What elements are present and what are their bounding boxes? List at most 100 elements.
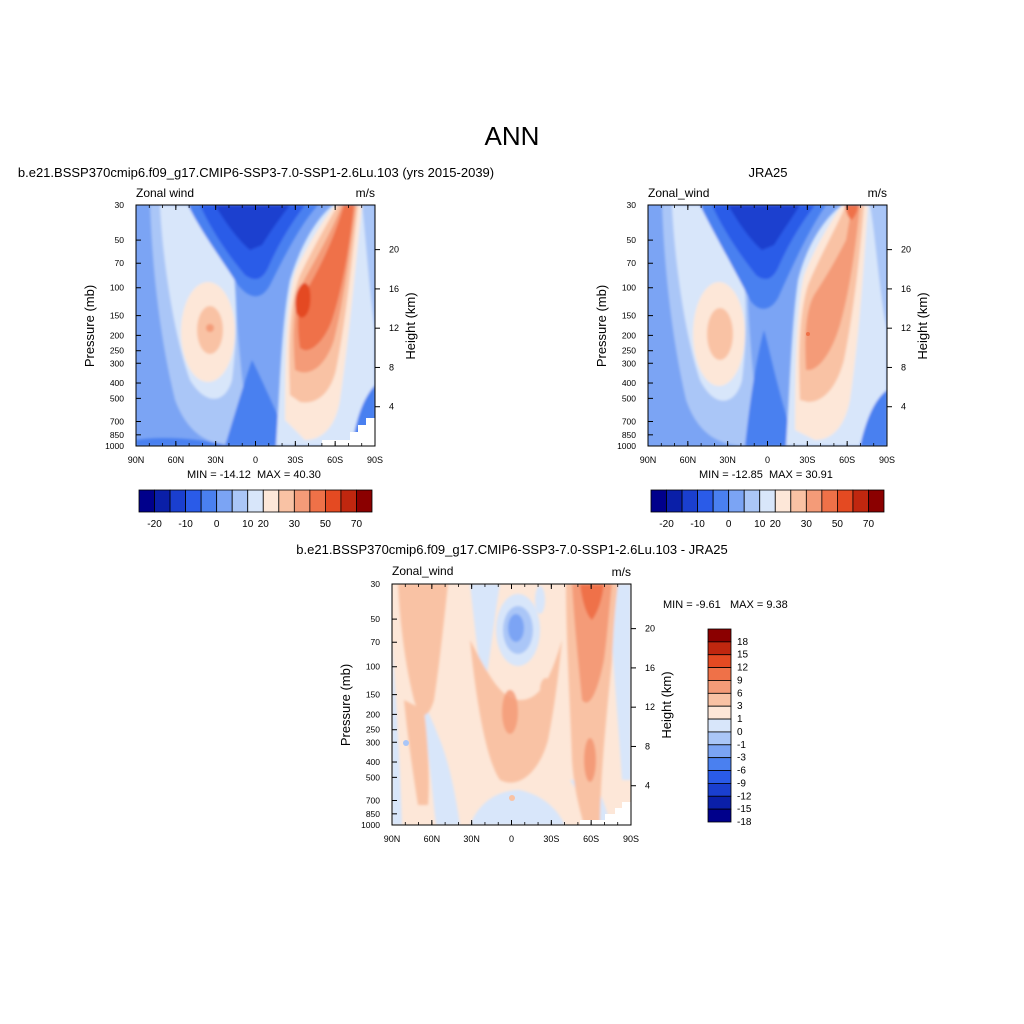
x-tick-label: 60N bbox=[680, 455, 697, 465]
colorbar-label: -10 bbox=[690, 519, 705, 530]
negative-spot-nh bbox=[403, 740, 409, 746]
colorbar-swatch bbox=[707, 705, 732, 720]
colorbar-swatch bbox=[790, 489, 807, 513]
colorbar-swatch bbox=[154, 489, 171, 513]
colorbar-swatch bbox=[707, 628, 732, 643]
surface-easterly-nh bbox=[136, 438, 230, 446]
colorbar-swatch bbox=[216, 489, 233, 513]
negative-band-nh-polar bbox=[392, 640, 402, 825]
height-tick-label: 16 bbox=[645, 663, 655, 673]
colorbar-label: 9 bbox=[737, 675, 743, 686]
height-tick-label: 8 bbox=[645, 741, 650, 751]
colorbar-label: -9 bbox=[737, 778, 746, 789]
y-tick-label: 850 bbox=[110, 430, 124, 440]
colorbar-swatch bbox=[707, 731, 732, 746]
x-tick-label: 60N bbox=[168, 455, 185, 465]
panel-obs-variable: Zonal_wind bbox=[648, 186, 709, 200]
y-tick-label: 1000 bbox=[361, 820, 380, 830]
y-tick-label: 250 bbox=[622, 346, 636, 356]
polar-sh-easterly-edge bbox=[870, 205, 887, 330]
colorbar-label: 10 bbox=[242, 519, 254, 530]
x-tick-label: 0 bbox=[765, 455, 770, 465]
x-tick-label: 30S bbox=[543, 834, 559, 844]
y-tick-label: 50 bbox=[371, 614, 381, 624]
colorbar-label: 15 bbox=[737, 650, 749, 661]
panel-obs-axes: 90N 60N 30N 0 30S 60S 90S 30 50 70 100 150 200 250 300… bbox=[617, 200, 911, 465]
colorbar-label: 3 bbox=[737, 701, 743, 712]
panel-obs-ylabel-right: Height (km) bbox=[915, 292, 930, 359]
x-tick-label: 60N bbox=[424, 834, 441, 844]
panel-model-ylabel: Pressure (mb) bbox=[82, 285, 97, 367]
y-tick-label: 70 bbox=[371, 637, 381, 647]
x-tick-label: 60S bbox=[583, 834, 599, 844]
negative-band-nh-mid bbox=[420, 700, 460, 825]
colorbar-swatch bbox=[707, 641, 732, 656]
jet-sh-band-5 bbox=[298, 205, 354, 351]
positive-band-sh-jet-core bbox=[580, 584, 604, 620]
negative-band-surface bbox=[470, 790, 565, 825]
easterly-bias-strip bbox=[535, 586, 545, 614]
colorbar-swatch bbox=[293, 489, 311, 513]
y-tick-label: 50 bbox=[115, 235, 125, 245]
panel-diff: b.e21.BSSP370cmip6.f09_g17.CMIP6-SSP3-7.… bbox=[296, 542, 788, 844]
x-tick-label: 90N bbox=[384, 834, 401, 844]
panel-diff-colorbar: 18 15 129 6 3 1 0 -1 -3 -6-9 -12 -15 -18 bbox=[707, 628, 752, 828]
colorbar-swatch bbox=[805, 489, 823, 513]
height-tick-label: 8 bbox=[901, 362, 906, 372]
colorbar-label: 30 bbox=[289, 519, 301, 530]
height-tick-label: 20 bbox=[389, 245, 399, 255]
x-tick-label: 30N bbox=[207, 455, 224, 465]
y-tick-label: 150 bbox=[110, 311, 124, 321]
colorbar-swatch bbox=[707, 718, 732, 733]
colorbar-label: 20 bbox=[258, 519, 270, 530]
colorbar-label: 12 bbox=[737, 663, 749, 674]
panel-obs-max: MAX = 30.91 bbox=[769, 469, 833, 481]
colorbar-swatch bbox=[707, 783, 732, 797]
colorbar-swatch bbox=[681, 489, 698, 513]
colorbar-swatch bbox=[666, 489, 683, 513]
panel-obs-field bbox=[648, 205, 887, 446]
y-tick-label: 300 bbox=[366, 737, 380, 747]
max-marker bbox=[806, 332, 810, 336]
polar-sh-easterly bbox=[860, 390, 887, 446]
y-tick-label: 1000 bbox=[617, 441, 636, 451]
colorbar-swatch bbox=[185, 489, 202, 513]
colorbar-swatch bbox=[774, 489, 792, 513]
colorbar-label: 0 bbox=[737, 727, 743, 738]
colorbar-swatch bbox=[707, 757, 732, 771]
panel-model-variable: Zonal wind bbox=[136, 186, 194, 200]
x-tick-label: 90S bbox=[879, 455, 895, 465]
height-tick-label: 12 bbox=[901, 323, 911, 333]
y-tick-label: 70 bbox=[627, 258, 637, 268]
negative-band-tropics bbox=[470, 584, 500, 690]
height-tick-label: 8 bbox=[389, 362, 394, 372]
x-tick-label: 90N bbox=[640, 455, 657, 465]
height-tick-label: 16 bbox=[901, 284, 911, 294]
colorbar-swatch bbox=[138, 489, 155, 513]
panel-model-colorbar: -20 -10 0 10 20 30 50 70 bbox=[138, 489, 373, 530]
y-tick-label: 30 bbox=[627, 200, 637, 210]
x-tick-label: 90S bbox=[367, 455, 383, 465]
topography-mask bbox=[580, 802, 631, 825]
panel-model-axes: 90N 60N 30N 0 30S 60S 90S 30 50 70 100 150 200 250 300… bbox=[105, 200, 399, 465]
colorbar-swatch bbox=[650, 489, 667, 513]
panel-obs-title: JRA25 bbox=[748, 165, 787, 180]
colorbar-label: 50 bbox=[832, 519, 844, 530]
positive-band-sh-lower bbox=[584, 738, 596, 782]
polar-sh-easterly-edge bbox=[362, 205, 375, 330]
panel-diff-min: MIN = -9.61 bbox=[663, 599, 721, 611]
colorbar-label: -15 bbox=[737, 804, 752, 815]
y-tick-label: 200 bbox=[110, 330, 124, 340]
height-tick-label: 4 bbox=[901, 402, 906, 412]
colorbar-swatch bbox=[837, 489, 854, 513]
colorbar-swatch bbox=[324, 489, 342, 513]
y-tick-label: 400 bbox=[110, 378, 124, 388]
positive-spot-surface bbox=[509, 795, 515, 801]
panel-model-max: MAX = 40.30 bbox=[257, 469, 321, 481]
colorbar-label: 30 bbox=[801, 519, 813, 530]
easterly-strato-core bbox=[215, 205, 290, 250]
panel-diff-max: MAX = 9.38 bbox=[730, 599, 788, 611]
panel-model-min: MIN = -14.12 bbox=[187, 469, 251, 481]
y-tick-label: 30 bbox=[115, 200, 125, 210]
colorbar-label: -1 bbox=[737, 740, 746, 751]
